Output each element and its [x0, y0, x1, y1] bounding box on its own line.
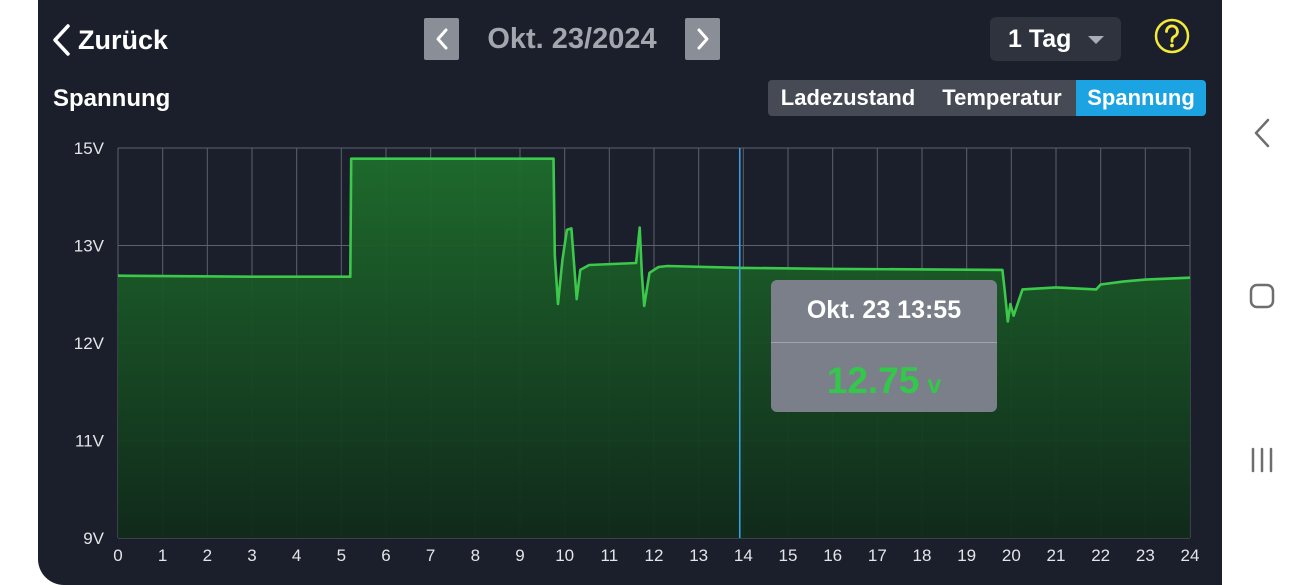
x-tick-label: 19	[957, 546, 976, 565]
x-tick-label: 16	[823, 546, 842, 565]
series-line	[117, 157, 1191, 323]
app-screen: Zurück Okt. 23/2024 1 Tag Spannung Ladez…	[38, 0, 1222, 585]
tab-ladezustand[interactable]: Ladezustand	[768, 80, 928, 116]
system-home-button[interactable]	[1249, 283, 1275, 314]
y-axis: 15V 13V 12V 11V 9V	[74, 139, 105, 548]
back-button[interactable]: Zurück	[50, 20, 168, 60]
next-day-button[interactable]	[685, 18, 720, 60]
chevron-left-icon	[436, 28, 447, 50]
system-recents-button[interactable]	[1249, 447, 1275, 478]
home-square-icon	[1249, 283, 1275, 309]
system-navigation-bar	[1222, 0, 1300, 585]
x-tick-label: 2	[203, 546, 212, 565]
x-tick-label: 3	[247, 546, 256, 565]
metric-tabs: Ladezustand Temperatur Spannung	[768, 80, 1206, 116]
data-tooltip: Okt. 23 13:55 12.75 v	[771, 280, 997, 412]
tab-spannung[interactable]: Spannung	[1076, 80, 1206, 116]
y-tick-label: 15V	[74, 139, 105, 158]
x-tick-label: 23	[1136, 546, 1155, 565]
recents-icon	[1251, 447, 1273, 473]
current-date: Okt. 23/2024	[487, 22, 657, 55]
tooltip-timestamp: Okt. 23 13:55	[806, 296, 962, 324]
tooltip-value-row: 12.75 v	[771, 360, 997, 402]
y-tick-label: 9V	[83, 529, 104, 548]
x-tick-label: 22	[1091, 546, 1110, 565]
help-button[interactable]	[1152, 16, 1192, 56]
x-tick-label: 10	[555, 546, 574, 565]
x-tick-label: 17	[868, 546, 887, 565]
chevron-left-icon	[53, 24, 70, 56]
help-icon	[1154, 18, 1190, 54]
x-axis: 0 1 2 3 4 5 6 7 8 9 10 11 12 13 14 15 16 17 18 19 20 21 22 23 24	[113, 546, 1199, 565]
time-range-select[interactable]: 1 Tag	[990, 17, 1121, 61]
x-tick-label: 14	[734, 546, 753, 565]
x-tick-label: 0	[113, 546, 122, 565]
section-title: Spannung	[53, 85, 171, 112]
x-tick-label: 8	[471, 546, 480, 565]
x-tick-label: 5	[337, 546, 346, 565]
x-tick-label: 21	[1047, 546, 1066, 565]
time-range-value: 1 Tag	[1008, 24, 1072, 53]
x-tick-label: 15	[779, 546, 798, 565]
x-tick-label: 4	[292, 546, 301, 565]
x-tick-label: 6	[381, 546, 390, 565]
x-tick-label: 13	[689, 546, 708, 565]
series-area	[118, 158, 1190, 538]
tooltip-value: 12.75	[826, 360, 920, 401]
chevron-left-icon	[1254, 118, 1270, 148]
y-tick-label: 12V	[74, 334, 105, 353]
x-tick-label: 24	[1181, 546, 1200, 565]
date-navigator: Okt. 23/2024	[424, 18, 720, 60]
y-tick-label: 11V	[75, 432, 105, 451]
x-tick-label: 9	[515, 546, 524, 565]
tab-temperatur[interactable]: Temperatur	[928, 80, 1076, 116]
caret-down-icon	[1088, 36, 1104, 44]
previous-day-button[interactable]	[424, 18, 459, 60]
x-tick-label: 11	[601, 546, 619, 565]
tooltip-unit: v	[927, 371, 942, 399]
x-tick-label: 18	[913, 546, 932, 565]
tooltip-divider	[771, 342, 997, 343]
back-label: Zurück	[78, 24, 169, 55]
x-tick-label: 12	[645, 546, 664, 565]
chevron-right-icon	[697, 28, 708, 50]
x-tick-label: 20	[1002, 546, 1021, 565]
x-tick-label: 1	[158, 546, 167, 565]
x-tick-label: 7	[426, 546, 435, 565]
y-tick-label: 13V	[74, 237, 105, 256]
system-back-button[interactable]	[1252, 116, 1272, 155]
